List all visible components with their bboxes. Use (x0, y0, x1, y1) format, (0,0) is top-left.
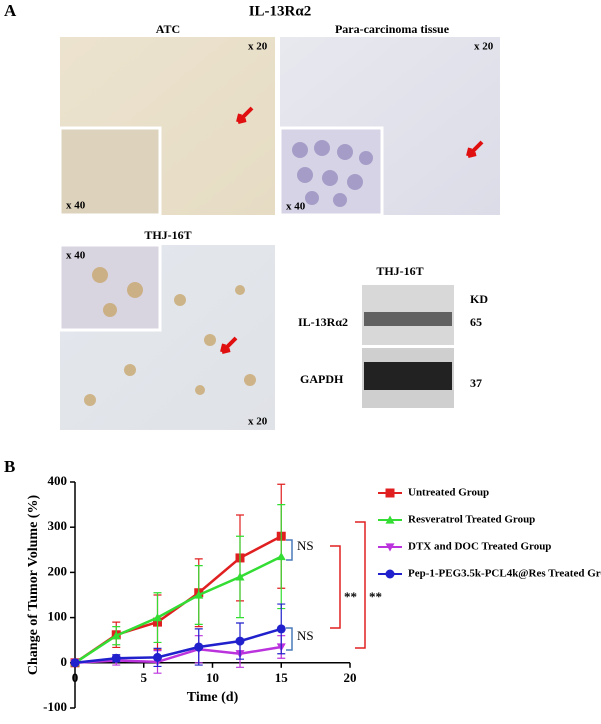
bracket (286, 539, 293, 561)
chart: B -100 0 100 200 300 400 0 5 10 15 20 Time (d) Change… (4, 457, 601, 714)
bracket (286, 627, 293, 651)
series-line (74, 627, 282, 665)
x-axis-label: Time (d) (187, 690, 239, 705)
arrow (466, 140, 484, 158)
image-title: THJ-16T (144, 228, 191, 242)
bracket (355, 521, 366, 649)
cells (84, 267, 256, 406)
series-line (74, 555, 282, 664)
marker (235, 636, 245, 646)
legend-label: Untreated Group (408, 487, 489, 499)
marker (385, 515, 395, 524)
nuclei (292, 140, 373, 207)
magnification: x 40 (66, 200, 86, 212)
image-title: ATC (156, 22, 180, 36)
y-tick-label: 400 (48, 473, 68, 488)
marker (385, 488, 395, 498)
legend-label: Pep-1-PEG3.5k-PCL4k@Res Treated Group (408, 568, 601, 580)
x-tick-label: 15 (275, 670, 289, 685)
y-tick-label: 100 (48, 609, 68, 624)
legend-label: DTX and DOC Treated Group (408, 541, 551, 553)
y-tick-label: 0 (61, 654, 68, 669)
x-tick-label: 20 (344, 670, 357, 685)
band (364, 312, 452, 326)
marker (385, 543, 395, 552)
image-title: Para-carcinoma tissue (335, 22, 450, 36)
magnification: x 20 (248, 41, 268, 53)
x-tick-label: 0 (72, 670, 79, 685)
panel-title: IL-13Rα2 (249, 3, 312, 19)
x-tick-label: 10 (206, 670, 219, 685)
marker (111, 631, 121, 640)
magnification: x 40 (66, 250, 86, 262)
panel-label: A (4, 1, 17, 20)
annotation: NS (297, 628, 314, 643)
band-kd: 65 (470, 315, 482, 329)
magnification: x 20 (474, 41, 494, 53)
band-name: GAPDH (300, 372, 344, 386)
band-name: IL-13Rα2 (298, 315, 348, 329)
inset (58, 126, 162, 217)
marker (194, 590, 204, 599)
blot-title: THJ-16T (376, 264, 423, 278)
panel-label: B (4, 457, 15, 476)
arrow (236, 106, 254, 124)
arrow (220, 336, 238, 354)
marker (194, 642, 204, 652)
band (364, 362, 452, 390)
y-tick-label: 200 (48, 563, 68, 578)
y-tick-label: -100 (43, 699, 67, 714)
marker (153, 613, 162, 622)
annotation: NS (297, 538, 314, 553)
magnification: x 40 (286, 201, 306, 213)
y-axis-label: Change of Tumor Volume (%) (26, 495, 41, 676)
marker (276, 624, 286, 634)
band-kd: 37 (470, 376, 482, 390)
annotation: ** (344, 589, 357, 604)
marker (235, 572, 245, 581)
bracket (330, 545, 341, 629)
marker (70, 658, 80, 668)
y-tick-label: 300 (48, 518, 68, 533)
marker (276, 552, 286, 561)
magnification: x 20 (248, 416, 268, 428)
series-line (74, 645, 282, 665)
annotation: ** (369, 589, 382, 604)
marker (111, 653, 121, 663)
marker (385, 569, 395, 579)
legend-label: Resveratrol Treated Group (408, 514, 535, 526)
x-tick-label: 5 (141, 670, 148, 685)
marker (153, 652, 162, 662)
blot-unit: KD (470, 292, 488, 306)
